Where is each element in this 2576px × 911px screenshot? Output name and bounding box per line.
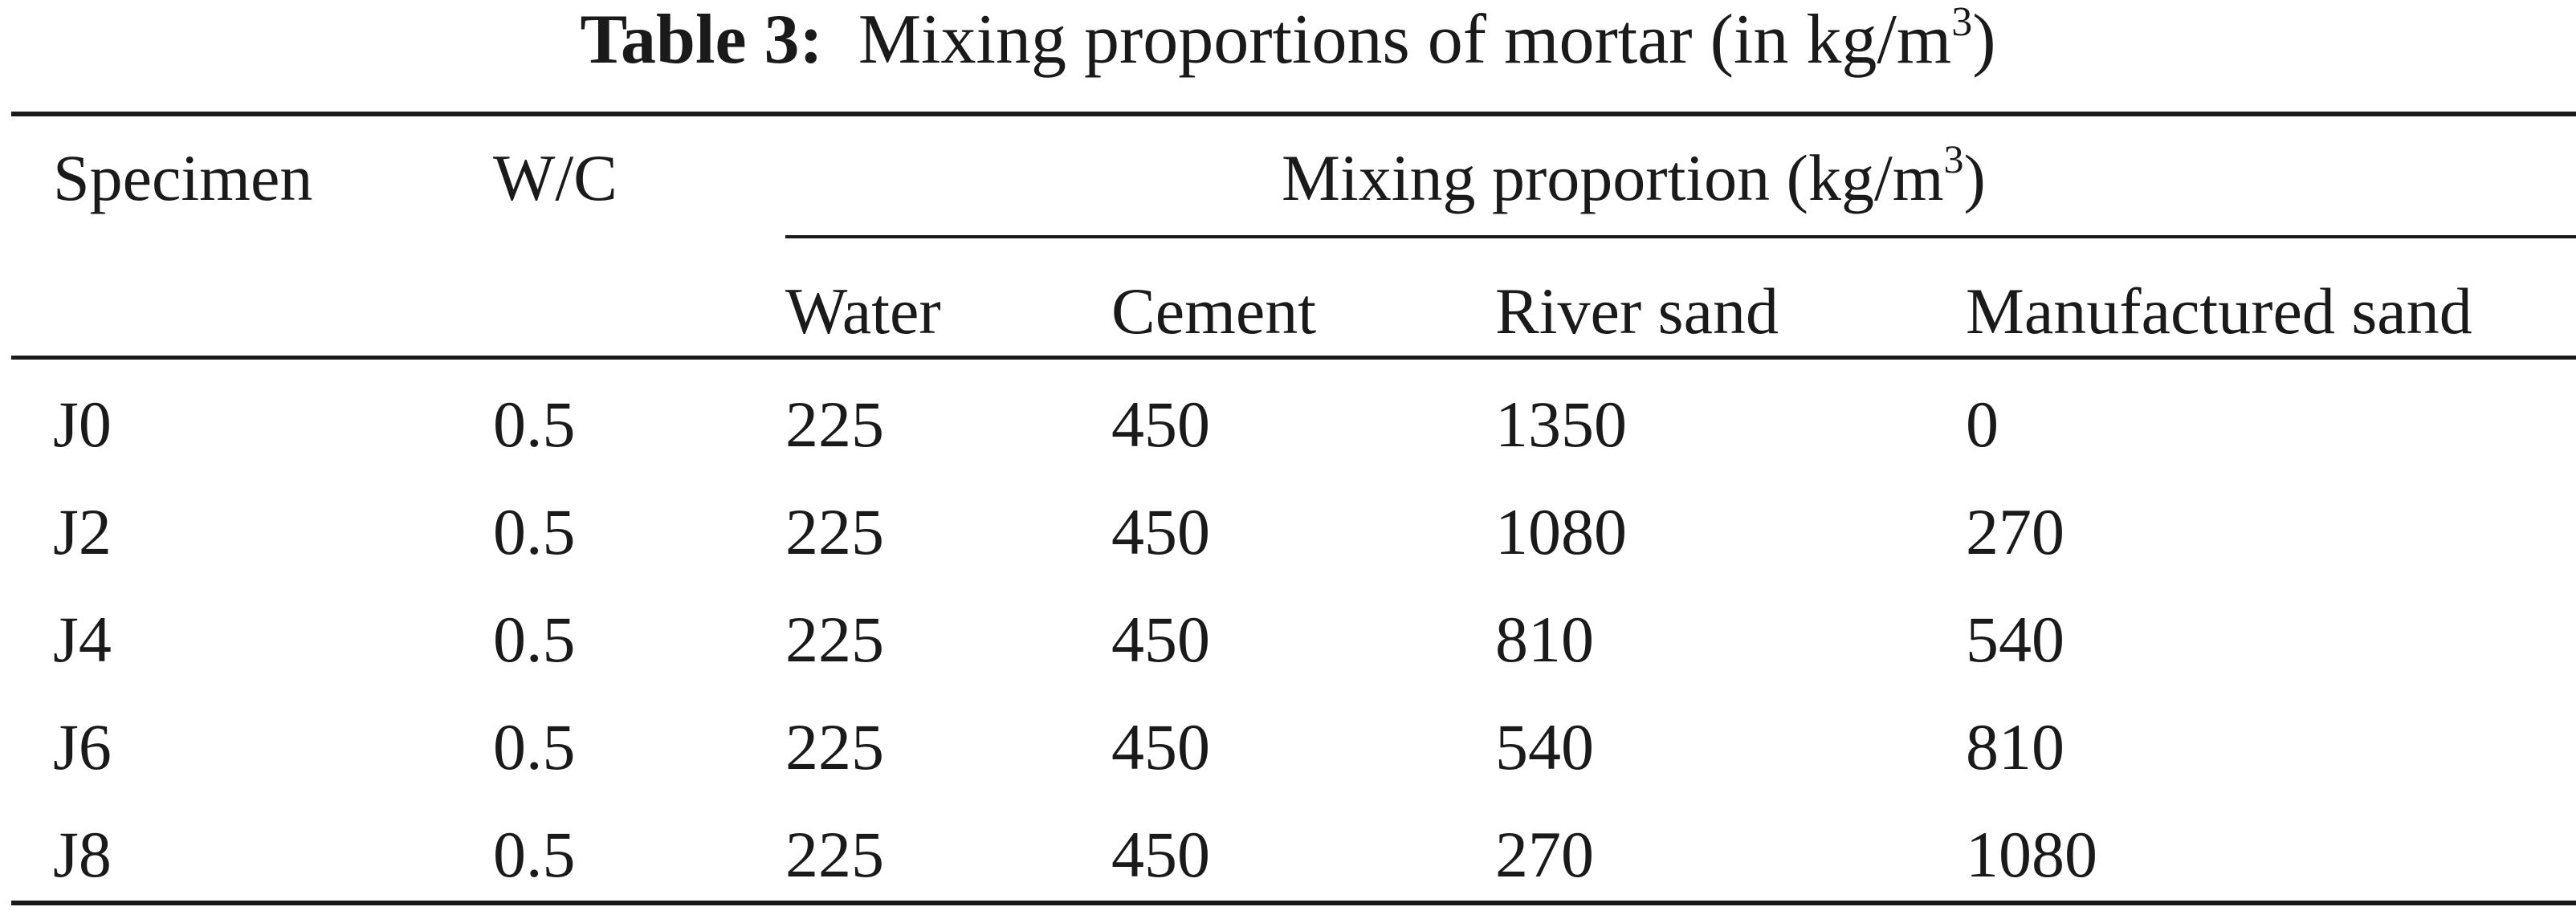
- cell-manufactured-sand: 0: [1966, 388, 1999, 461]
- cell-cement: 450: [1111, 710, 1210, 783]
- cell-water: 225: [785, 388, 884, 461]
- cell-cement: 450: [1111, 818, 1210, 891]
- cell-river-sand: 270: [1495, 818, 1594, 891]
- header-cement: Cement: [1111, 275, 1317, 348]
- header-manufactured-sand: Manufactured sand: [1966, 275, 2472, 348]
- header-water: Water: [785, 275, 941, 348]
- caption-close: ): [1972, 1, 1996, 79]
- cell-cement: 450: [1111, 603, 1210, 676]
- cell-water: 225: [785, 818, 884, 891]
- table-top-rule: [11, 112, 2576, 116]
- cell-specimen: J0: [53, 388, 112, 461]
- cell-specimen: J4: [53, 603, 112, 676]
- cell-wc: 0.5: [493, 710, 576, 783]
- caption-label: Table 3:: [580, 1, 823, 79]
- table-header-rule: [11, 356, 2576, 360]
- table-bottom-rule: [11, 901, 2576, 905]
- cell-wc: 0.5: [493, 818, 576, 891]
- caption-text: Mixing proportions of mortar (in kg/m: [858, 1, 1952, 79]
- cell-river-sand: 1350: [1495, 388, 1627, 461]
- cell-manufactured-sand: 540: [1966, 603, 2064, 676]
- header-span-close: ): [1963, 141, 1986, 214]
- cell-wc: 0.5: [493, 495, 576, 568]
- cell-specimen: J6: [53, 710, 112, 783]
- cell-river-sand: 540: [1495, 710, 1594, 783]
- header-river-sand: River sand: [1495, 275, 1779, 348]
- table-caption: Table 3: Mixing proportions of mortar (i…: [0, 0, 2576, 80]
- header-mixing-proportion: Mixing proportion (kg/m3): [1282, 138, 1986, 218]
- cell-wc: 0.5: [493, 388, 576, 461]
- cell-manufactured-sand: 1080: [1966, 818, 2097, 891]
- cell-water: 225: [785, 495, 884, 568]
- cell-water: 225: [785, 710, 884, 783]
- caption-superscript: 3: [1951, 0, 1973, 45]
- header-span-text: Mixing proportion (kg/m: [1282, 141, 1944, 214]
- cell-river-sand: 810: [1495, 603, 1594, 676]
- cell-manufactured-sand: 810: [1966, 710, 2064, 783]
- cell-specimen: J2: [53, 495, 112, 568]
- cell-cement: 450: [1111, 388, 1210, 461]
- header-wc: W/C: [493, 141, 618, 214]
- cell-river-sand: 1080: [1495, 495, 1627, 568]
- cell-wc: 0.5: [493, 603, 576, 676]
- header-span-rule: [785, 235, 2576, 238]
- header-span-superscript: 3: [1943, 136, 1964, 181]
- header-specimen: Specimen: [53, 141, 313, 214]
- cell-cement: 450: [1111, 495, 1210, 568]
- cell-manufactured-sand: 270: [1966, 495, 2064, 568]
- cell-water: 225: [785, 603, 884, 676]
- cell-specimen: J8: [53, 818, 112, 891]
